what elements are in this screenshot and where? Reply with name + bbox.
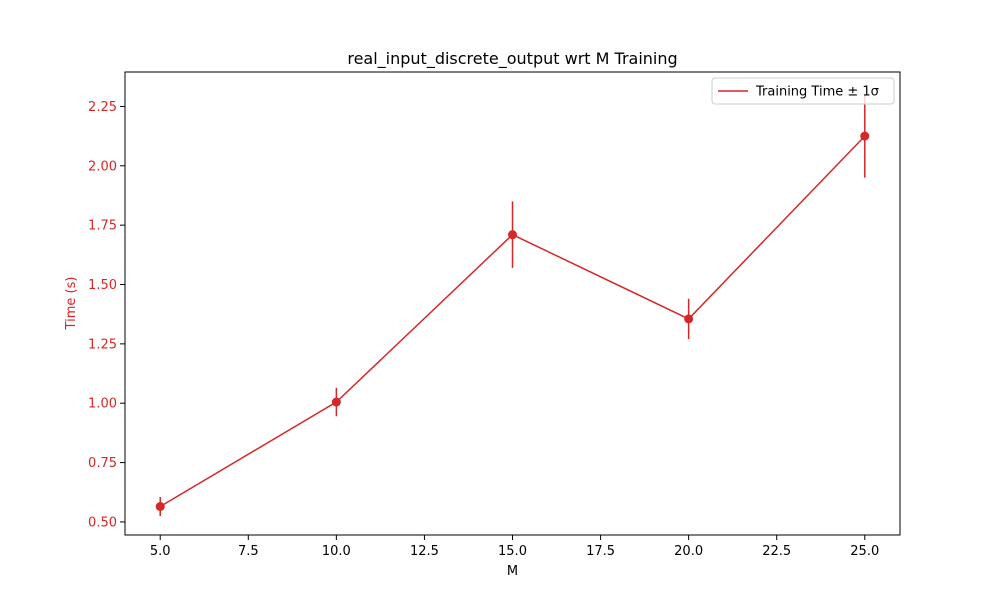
data-point: [155, 502, 165, 512]
x-tick-label: 22.5: [762, 544, 791, 559]
x-tick-label: 5.0: [150, 544, 171, 559]
x-tick-label: 10.0: [322, 544, 351, 559]
legend: Training Time ± 1σ: [711, 77, 895, 105]
x-axis-label: M: [507, 564, 518, 579]
y-tick-label: 1.50: [88, 278, 117, 293]
x-axis-ticks: 5.0 7.5 10.0 12.5 15.0 17.5 20.0 22.5 25.0: [150, 535, 879, 559]
x-tick-label: 17.5: [586, 544, 615, 559]
x-tick-label: 15.0: [498, 544, 527, 559]
y-tick-label: 2.00: [88, 159, 117, 174]
data-point: [684, 314, 694, 324]
data-point: [860, 131, 870, 141]
chart-title: real_input_discrete_output wrt M Trainin…: [347, 49, 677, 69]
y-axis-label: Time (s): [64, 277, 79, 331]
x-tick-label: 20.0: [674, 544, 703, 559]
data-point: [508, 230, 517, 240]
data-point: [331, 397, 341, 407]
y-tick-label: 1.00: [88, 397, 117, 412]
y-tick-label: 0.50: [88, 515, 117, 530]
series-layer: [155, 94, 870, 517]
legend-label: Training Time ± 1σ: [755, 85, 879, 100]
x-tick-label: 7.5: [238, 544, 259, 559]
y-tick-label: 0.75: [88, 456, 117, 471]
x-tick-label: 25.0: [850, 544, 879, 559]
legend-box: [711, 77, 895, 105]
y-tick-label: 2.25: [88, 100, 117, 115]
y-tick-label: 1.25: [88, 337, 117, 352]
y-tick-label: 1.75: [88, 219, 117, 234]
x-tick-label: 12.5: [410, 544, 439, 559]
plot-frame: [124, 71, 901, 536]
y-axis-ticks: 0.50 0.75 1.00 1.25 1.50 1.75 2.00 2.25: [88, 100, 125, 530]
